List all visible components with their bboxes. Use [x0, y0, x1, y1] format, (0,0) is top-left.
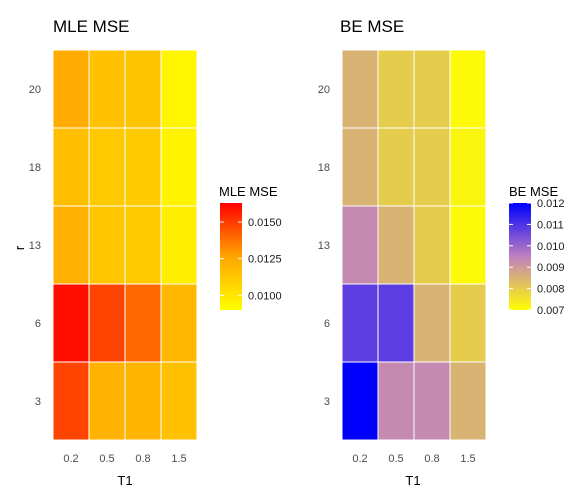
- mle-y-tick-label: 20: [29, 84, 41, 96]
- be-cell-r20-t0.8: [413, 49, 451, 129]
- be-title: BE MSE: [340, 17, 404, 36]
- be-cell-r3-t0.2: [341, 361, 379, 441]
- be-y-tick-label: 20: [318, 84, 330, 96]
- be-y-tick-label: 13: [318, 240, 330, 252]
- mle-cell-r3-t1.5: [160, 361, 198, 441]
- mle-cell-r18-t0.5: [88, 127, 126, 207]
- mle-cell-r6-t0.5: [88, 283, 126, 363]
- mle-x-ticks: 0.2 0.5 0.8 1.5: [63, 453, 186, 465]
- be-x-tick-label: 1.5: [460, 453, 475, 465]
- be-y-ticks: 3 6 13 18 20: [318, 84, 330, 408]
- mle-legend-title: MLE MSE: [219, 184, 278, 199]
- mle-legend-colorbar: [220, 203, 242, 310]
- mle-cell-r6-t1.5: [160, 283, 198, 363]
- mle-cell-r18-t0.8: [124, 127, 162, 207]
- mle-cell-r13-t1.5: [160, 205, 198, 285]
- be-legend-tick-label: 0.009: [537, 262, 565, 274]
- mle-cell-r20-t0.5: [88, 49, 126, 129]
- mle-y-tick-label: 6: [35, 318, 41, 330]
- mle-cell-r20-t0.8: [124, 49, 162, 129]
- be-legend-title: BE MSE: [509, 184, 558, 199]
- be-cell-r13-t0.2: [341, 205, 379, 285]
- mle-legend-tick-label: 0.0150: [248, 217, 282, 229]
- be-cell-r20-t1.5: [449, 49, 487, 129]
- be-cell-r6-t1.5: [449, 283, 487, 363]
- be-x-axis-label: T1: [405, 473, 420, 488]
- be-x-tick-label: 0.5: [388, 453, 403, 465]
- mle-x-axis-label: T1: [117, 473, 132, 488]
- mle-cell-r13-t0.2: [52, 205, 90, 285]
- mle-x-tick-label: 0.8: [135, 453, 150, 465]
- mle-legend-tick-label: 0.0100: [248, 290, 282, 302]
- mle-x-tick-label: 1.5: [171, 453, 186, 465]
- mle-heatmap-cells: [52, 49, 198, 441]
- mle-cell-r18-t0.2: [52, 127, 90, 207]
- be-cell-r13-t0.8: [413, 205, 451, 285]
- be-y-tick-label: 6: [324, 318, 330, 330]
- be-legend-tick-label: 0.007: [537, 305, 565, 317]
- be-y-tick-label: 18: [318, 162, 330, 174]
- be-cell-r6-t0.2: [341, 283, 379, 363]
- be-legend-tick-label: 0.011: [537, 219, 564, 231]
- mle-cell-r20-t0.2: [52, 49, 90, 129]
- be-legend-tick-label: 0.012: [537, 198, 565, 210]
- mle-cell-r3-t0.8: [124, 361, 162, 441]
- mle-y-tick-label: 13: [29, 240, 41, 252]
- be-legend-colorbar: [509, 203, 531, 310]
- mle-cell-r20-t1.5: [160, 49, 198, 129]
- be-cell-r18-t0.8: [413, 127, 451, 207]
- be-x-tick-label: 0.2: [352, 453, 367, 465]
- mle-cell-r6-t0.8: [124, 283, 162, 363]
- mle-cell-r18-t1.5: [160, 127, 198, 207]
- mle-cell-r13-t0.8: [124, 205, 162, 285]
- be-cell-r13-t0.5: [377, 205, 415, 285]
- mle-x-tick-label: 0.5: [99, 453, 114, 465]
- mle-legend-ticks: 0.0100 0.0125 0.0150: [220, 217, 282, 302]
- be-cell-r18-t1.5: [449, 127, 487, 207]
- mle-cell-r6-t0.2: [52, 283, 90, 363]
- be-legend: BE MSE 0.007 0.008 0.009 0.010 0.011 0.012: [509, 184, 565, 317]
- mle-y-tick-label: 18: [29, 162, 41, 174]
- mle-y-tick-label: 3: [35, 396, 41, 408]
- mle-y-ticks: 3 6 13 18 20: [29, 84, 41, 408]
- be-y-tick-label: 3: [324, 396, 330, 408]
- be-cell-r13-t1.5: [449, 205, 487, 285]
- be-cell-r20-t0.2: [341, 49, 379, 129]
- mle-cell-r3-t0.5: [88, 361, 126, 441]
- be-cell-r6-t0.8: [413, 283, 451, 363]
- panel-be: BE MSE 0.2 0.5 0.8 1.5 3 6 13 18 20 T1: [318, 17, 487, 488]
- panel-mle: MLE MSE 0.2 0.5 0.8 1.5 3 6 13 18 20 T1 r: [12, 17, 198, 488]
- be-cell-r20-t0.5: [377, 49, 415, 129]
- mle-y-axis-label: r: [12, 245, 27, 250]
- be-x-tick-label: 0.8: [424, 453, 439, 465]
- be-cell-r3-t0.5: [377, 361, 415, 441]
- be-legend-tick-label: 0.008: [537, 284, 565, 296]
- be-cell-r6-t0.5: [377, 283, 415, 363]
- mle-x-tick-label: 0.2: [63, 453, 78, 465]
- mle-cell-r13-t0.5: [88, 205, 126, 285]
- be-cell-r3-t0.8: [413, 361, 451, 441]
- be-x-ticks: 0.2 0.5 0.8 1.5: [352, 453, 475, 465]
- be-legend-ticks: 0.007 0.008 0.009 0.010 0.011 0.012: [509, 198, 565, 317]
- mle-cell-r3-t0.2: [52, 361, 90, 441]
- be-cell-r18-t0.2: [341, 127, 379, 207]
- mle-legend: MLE MSE 0.0100 0.0125 0.0150: [219, 184, 282, 310]
- be-cell-r3-t1.5: [449, 361, 487, 441]
- mle-title: MLE MSE: [53, 17, 130, 36]
- be-heatmap-cells: [341, 49, 487, 441]
- be-cell-r18-t0.5: [377, 127, 415, 207]
- mle-legend-tick-label: 0.0125: [248, 254, 282, 266]
- be-legend-tick-label: 0.010: [537, 241, 565, 253]
